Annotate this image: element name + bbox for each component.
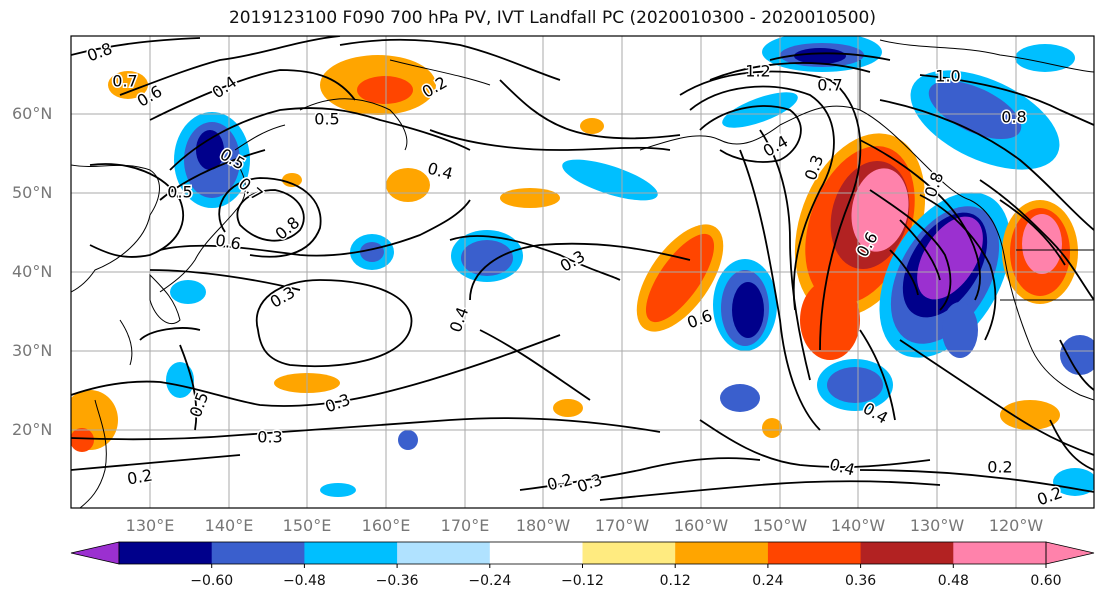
- anomaly-gulf-band-neg: [562, 159, 658, 201]
- lat-label: 50°N: [12, 183, 53, 202]
- contour-label: 0.5: [314, 110, 339, 129]
- colorbar-segment: [953, 542, 1047, 564]
- anomaly-okhotsk-positive: [320, 55, 436, 115]
- colorbar-tick-label: 0.60: [1030, 573, 1062, 589]
- colorbar-segment: [675, 542, 769, 564]
- grid-lines: [71, 36, 1094, 508]
- anomaly-subtropical-negative-east: [817, 359, 893, 411]
- colorbar-segment: [304, 542, 398, 564]
- lon-label: 180°W: [515, 516, 571, 535]
- anomaly-nw-positive: [108, 71, 148, 99]
- contour-label: 0.2: [126, 465, 154, 488]
- colorbar-tick-label: −0.48: [282, 573, 326, 589]
- contour-label: 0.3: [257, 428, 282, 447]
- lon-label: 170°W: [594, 516, 650, 535]
- lon-label: 130°E: [125, 516, 175, 535]
- colorbar-tick-label: −0.12: [561, 573, 604, 589]
- contour-label: 0.4: [446, 304, 473, 334]
- contour-label: 0.7: [112, 72, 137, 91]
- colorbar-tick-label: −0.24: [468, 573, 512, 589]
- lon-label: 120°W: [988, 516, 1044, 535]
- lat-label: 30°N: [12, 341, 53, 360]
- colorbar-segment: [582, 542, 676, 564]
- contour-label: 0.6: [214, 230, 242, 253]
- contour-label: 1.0: [935, 67, 960, 86]
- colorbar-segment: [119, 542, 213, 564]
- colorbar-tick-label: −0.60: [190, 573, 234, 589]
- contour-label: 0.2: [545, 470, 575, 495]
- contour-label: 0.4: [828, 455, 858, 480]
- colorbar-segment: [211, 542, 305, 564]
- lat-label: 20°N: [12, 420, 53, 439]
- lon-label: 130°W: [909, 516, 965, 535]
- anomaly-central-negative: [451, 230, 523, 282]
- contour-label: 0.4: [209, 72, 241, 102]
- anomaly-japan-negative: [174, 112, 250, 208]
- colorbar-extend-high: [1045, 541, 1095, 565]
- lon-label: 160°W: [673, 516, 729, 535]
- contour-label: 0.3: [267, 283, 299, 312]
- contour-lines: [71, 36, 1094, 501]
- lon-label: 140°W: [830, 516, 886, 535]
- colorbar-segment: [767, 542, 862, 564]
- anomaly-midpacific-negative: [350, 234, 394, 270]
- coastlines: [71, 39, 1094, 508]
- contour-label: 0.5: [186, 389, 213, 419]
- colorbar-tick-label: 0.12: [659, 573, 691, 589]
- contour-label: 0.8: [272, 213, 304, 244]
- anomaly-hawaii-negative: [713, 259, 777, 351]
- anomaly-smallpos: [282, 173, 302, 187]
- colorbar-extend-low: [70, 541, 120, 565]
- colorbar-tick-label: 0.36: [845, 573, 877, 589]
- colorbar: [70, 541, 1095, 568]
- lon-label: 150°E: [282, 516, 332, 535]
- contour-label: 0.8: [921, 169, 948, 199]
- map-frame: [70, 35, 1095, 509]
- contour-label: 1.2: [745, 62, 770, 81]
- anomaly-subtropical-positive: [636, 224, 724, 332]
- colorbar-tick-label: 0.24: [752, 573, 784, 589]
- contour-label: 0.5: [167, 183, 192, 202]
- lon-label: 140°E: [204, 516, 254, 535]
- contour-label: 0.2: [987, 458, 1012, 477]
- lat-label: 60°N: [12, 104, 53, 123]
- colorbar-segment: [860, 542, 954, 564]
- lat-label: 40°N: [12, 262, 53, 281]
- anomaly-kuril-positive: [386, 168, 430, 202]
- colorbar-tick-label: −0.36: [375, 573, 419, 589]
- colorbar-segment: [489, 542, 583, 564]
- anomaly-westus-positive: [1002, 200, 1078, 304]
- lon-label: 170°E: [440, 516, 490, 535]
- lon-label: 160°E: [361, 516, 411, 535]
- contour-label: 0.4: [426, 159, 456, 184]
- anomaly-dateline-pos: [500, 188, 560, 208]
- colorbar-tick-label: 0.48: [937, 573, 969, 589]
- map-title: 2019123100 F090 700 hPa PV, IVT Landfall…: [228, 8, 876, 28]
- colorbar-segment: [397, 542, 491, 564]
- contour-label: 0.3: [557, 247, 589, 276]
- contour-label: 0.7: [817, 76, 842, 95]
- shading-layer: [71, 36, 1094, 497]
- contour-label: 0.8: [1001, 108, 1026, 127]
- lon-label: 150°W: [752, 516, 808, 535]
